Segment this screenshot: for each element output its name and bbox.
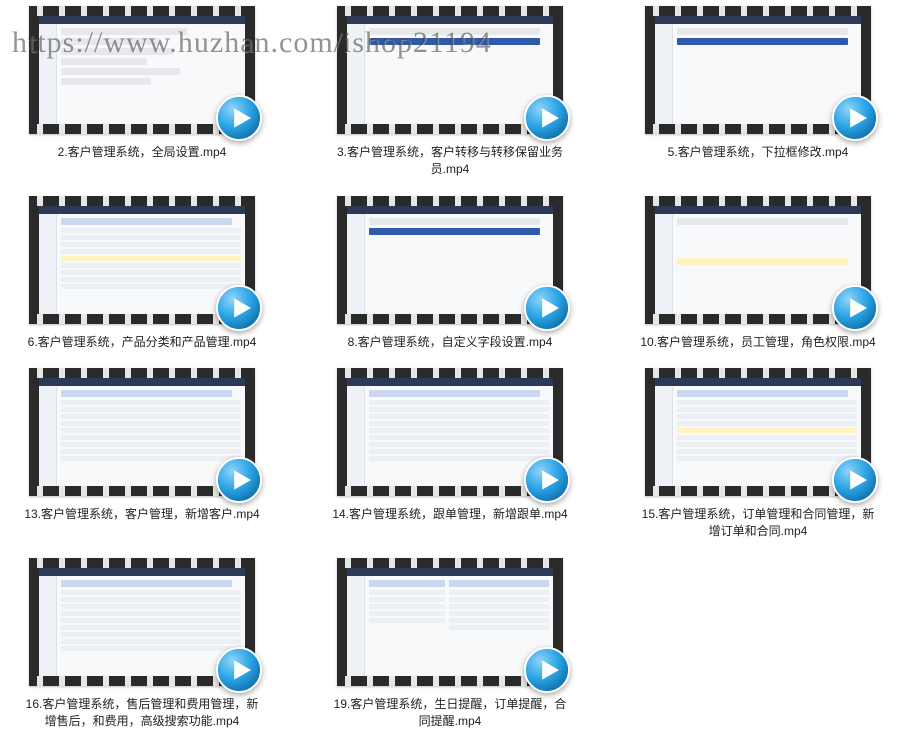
video-item[interactable]: 13.客户管理系统，客户管理，新增客户.mp4 — [18, 368, 266, 540]
play-icon[interactable] — [523, 284, 571, 332]
video-thumbnail[interactable] — [337, 368, 563, 496]
video-caption: 2.客户管理系统，全局设置.mp4 — [58, 144, 227, 161]
video-item[interactable]: 2.客户管理系统，全局设置.mp4 — [18, 6, 266, 178]
video-caption: 16.客户管理系统，售后管理和费用管理，新增售后，和费用，高级搜索功能.mp4 — [22, 696, 262, 730]
video-caption: 5.客户管理系统，下拉框修改.mp4 — [668, 144, 849, 161]
play-icon[interactable] — [215, 284, 263, 332]
video-thumbnail[interactable] — [645, 6, 871, 134]
video-thumbnail[interactable] — [337, 196, 563, 324]
play-icon[interactable] — [523, 646, 571, 694]
play-icon[interactable] — [215, 646, 263, 694]
play-icon[interactable] — [523, 456, 571, 504]
video-item[interactable]: 19.客户管理系统，生日提醒，订单提醒，合同提醒.mp4 — [326, 558, 574, 730]
video-item[interactable]: 15.客户管理系统，订单管理和合同管理，新增订单和合同.mp4 — [634, 368, 882, 540]
play-icon[interactable] — [831, 94, 879, 142]
video-thumbnail[interactable] — [337, 6, 563, 134]
video-caption: 8.客户管理系统，自定义字段设置.mp4 — [348, 334, 553, 351]
video-item[interactable]: 10.客户管理系统，员工管理，角色权限.mp4 — [634, 196, 882, 351]
play-icon[interactable] — [523, 94, 571, 142]
play-icon[interactable] — [215, 94, 263, 142]
video-item[interactable]: 16.客户管理系统，售后管理和费用管理，新增售后，和费用，高级搜索功能.mp4 — [18, 558, 266, 730]
video-item[interactable]: 5.客户管理系统，下拉框修改.mp4 — [634, 6, 882, 178]
video-thumbnail[interactable] — [29, 368, 255, 496]
video-caption: 3.客户管理系统，客户转移与转移保留业务员.mp4 — [330, 144, 570, 178]
video-caption: 15.客户管理系统，订单管理和合同管理，新增订单和合同.mp4 — [638, 506, 878, 540]
video-item[interactable]: 14.客户管理系统，跟单管理，新增跟单.mp4 — [326, 368, 574, 540]
video-caption: 6.客户管理系统，产品分类和产品管理.mp4 — [28, 334, 257, 351]
video-caption: 19.客户管理系统，生日提醒，订单提醒，合同提醒.mp4 — [330, 696, 570, 730]
video-thumbnail[interactable] — [645, 368, 871, 496]
video-thumbnail[interactable] — [29, 196, 255, 324]
video-thumbnail[interactable] — [337, 558, 563, 686]
video-thumbnail[interactable] — [29, 558, 255, 686]
play-icon[interactable] — [831, 456, 879, 504]
video-thumbnail[interactable] — [645, 196, 871, 324]
video-item[interactable]: 3.客户管理系统，客户转移与转移保留业务员.mp4 — [326, 6, 574, 178]
video-caption: 10.客户管理系统，员工管理，角色权限.mp4 — [640, 334, 875, 351]
video-caption: 14.客户管理系统，跟单管理，新增跟单.mp4 — [332, 506, 567, 523]
play-icon[interactable] — [215, 456, 263, 504]
play-icon[interactable] — [831, 284, 879, 332]
video-caption: 13.客户管理系统，客户管理，新增客户.mp4 — [24, 506, 259, 523]
video-item[interactable]: 6.客户管理系统，产品分类和产品管理.mp4 — [18, 196, 266, 351]
video-thumbnail[interactable] — [29, 6, 255, 134]
video-item[interactable]: 8.客户管理系统，自定义字段设置.mp4 — [326, 196, 574, 351]
video-thumbnail-grid: 2.客户管理系统，全局设置.mp4 3.客户管理系统，客户转移与转移保留业务员.… — [0, 0, 900, 736]
